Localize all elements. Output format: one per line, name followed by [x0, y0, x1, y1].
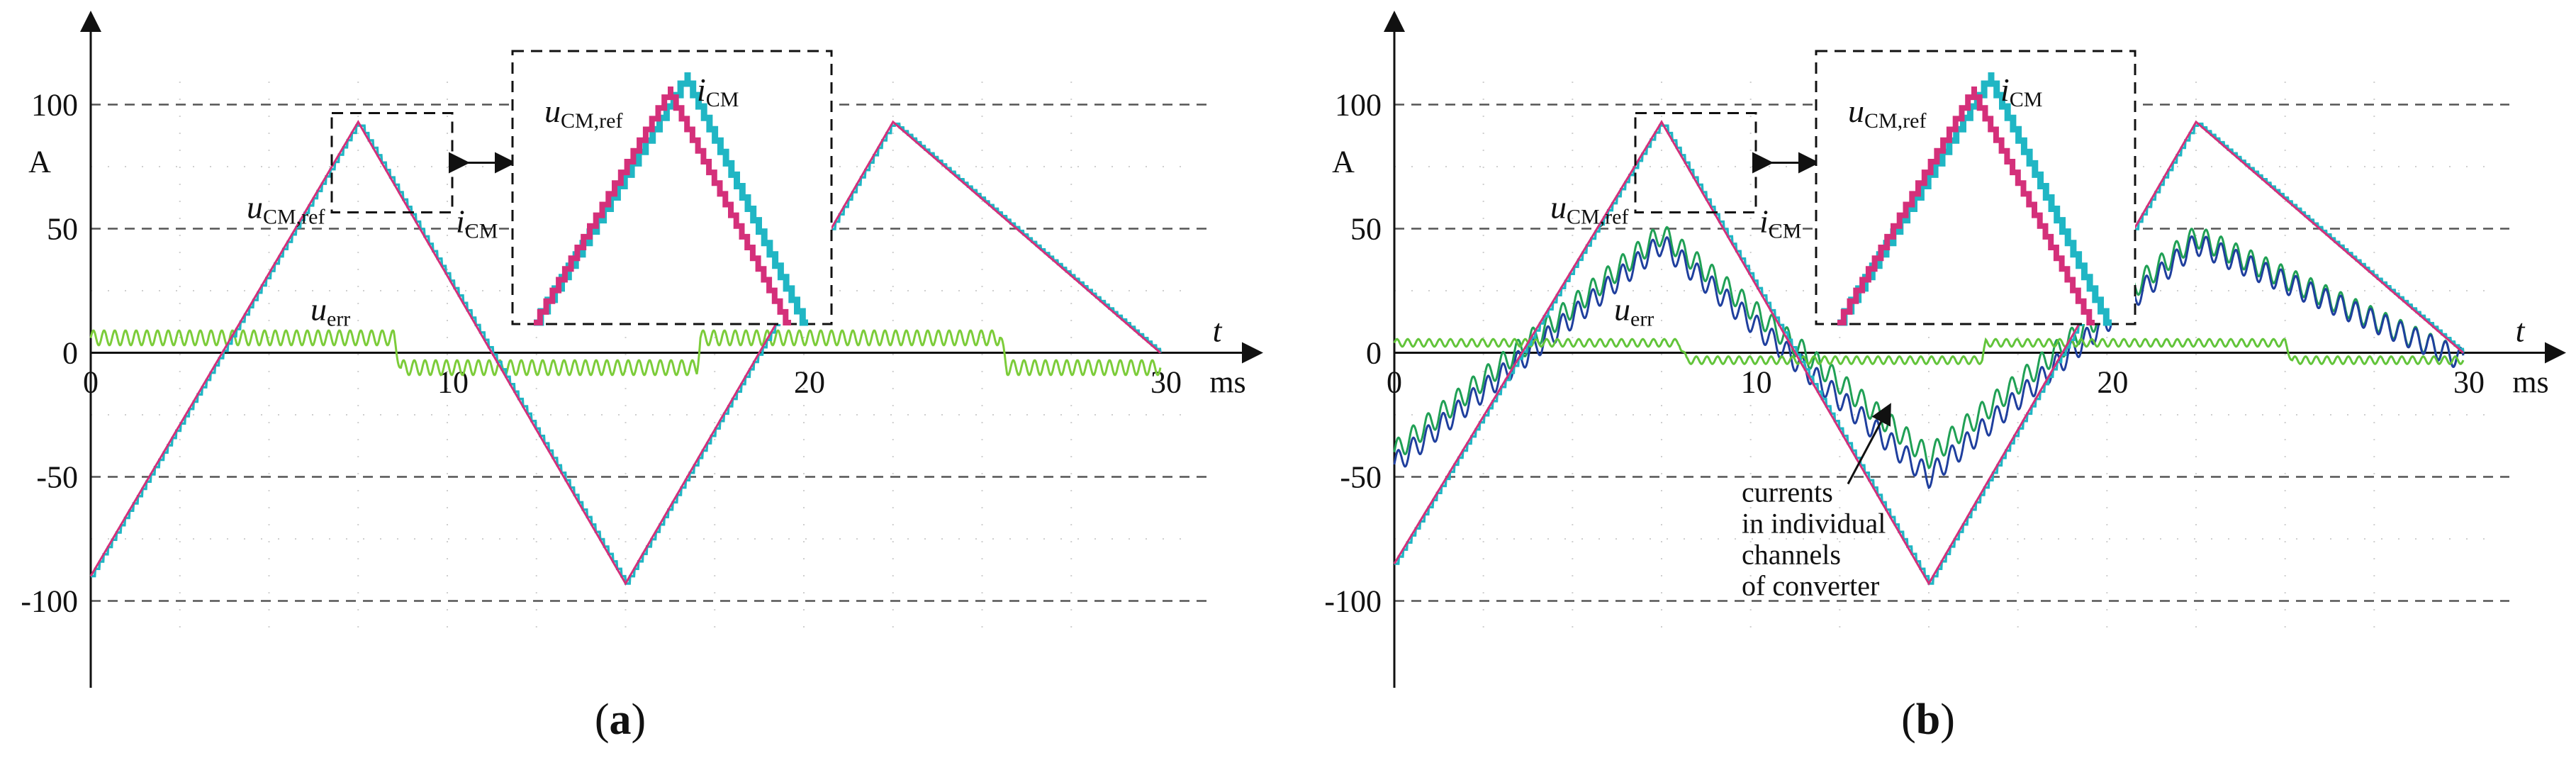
inset-trace-ucm-ref — [1837, 87, 2095, 325]
inset-label-icm: iCM — [2000, 72, 2042, 111]
x-tick-label: 30 — [2453, 365, 2485, 400]
inset-trace-ucm-ref — [534, 87, 791, 325]
y-unit-label: A — [1332, 145, 1355, 179]
y-unit-label: A — [28, 145, 51, 179]
x-axis-label: t — [2516, 313, 2526, 349]
inset-label-ucm-ref: uCM,ref — [1848, 93, 1926, 133]
x-axis-label: t — [1213, 313, 1223, 349]
x-tick-label: 20 — [794, 365, 825, 400]
y-tick-label: 0 — [1366, 336, 1382, 371]
inset-label-ucm-ref: uCM,ref — [544, 93, 622, 133]
zoom-region-box — [1634, 112, 1757, 213]
series-line-ucm-ref — [89, 120, 1161, 586]
annotation-line: channels — [1742, 539, 1841, 571]
annotation-arrow — [1847, 403, 1891, 485]
y-tick-label: 50 — [1350, 212, 1382, 247]
inset-trace-icm — [534, 72, 808, 326]
series-label-icm: iCM — [1759, 203, 1801, 243]
y-tick-label: 100 — [1335, 88, 1382, 123]
series-label-uerr: uerr — [310, 291, 350, 331]
series-line-ucm-ref — [1393, 120, 2464, 586]
x-tick-label: 10 — [1741, 365, 1772, 400]
x-tick-label: 0 — [1387, 365, 1402, 400]
annotation-line: in individual — [1742, 508, 1886, 540]
series-line-uerr — [89, 329, 1162, 377]
y-tick-label: -50 — [36, 460, 78, 495]
panel-label: (a) — [595, 696, 646, 744]
x-unit-label: ms — [1209, 365, 1245, 400]
zoom-region-box — [330, 112, 454, 213]
series-line-uerr — [1393, 337, 2465, 365]
series-label-ucm-ref: uCM,ref — [247, 189, 325, 229]
inset-label-icm: iCM — [697, 72, 739, 111]
inset-trace-icm — [1837, 72, 2112, 326]
y-tick-label: -100 — [21, 584, 78, 619]
y-tick-label: -100 — [1324, 584, 1382, 619]
series-label-uerr: uerr — [1614, 291, 1654, 331]
x-unit-label: ms — [2512, 365, 2548, 400]
x-tick-label: 20 — [2097, 365, 2128, 400]
series-line-channel-2 — [1393, 235, 2465, 489]
chart-panel-b: -100 -50 0 50 100 A 0 10 20 30 t ms uCM,ref iCM uerr uC… — [1324, 11, 2566, 744]
x-tick-label: 0 — [83, 365, 99, 400]
panel-label: (b) — [1901, 696, 1955, 744]
y-tick-label: 0 — [62, 336, 78, 371]
y-tick-label: 50 — [47, 212, 78, 247]
annotation-line: currents — [1742, 476, 1833, 508]
annotation-line: of converter — [1742, 570, 1879, 602]
y-tick-label: -50 — [1340, 460, 1382, 495]
y-tick-label: 100 — [31, 88, 78, 123]
series-label-ucm-ref: uCM,ref — [1550, 189, 1628, 229]
series-label-icm: iCM — [456, 203, 498, 243]
